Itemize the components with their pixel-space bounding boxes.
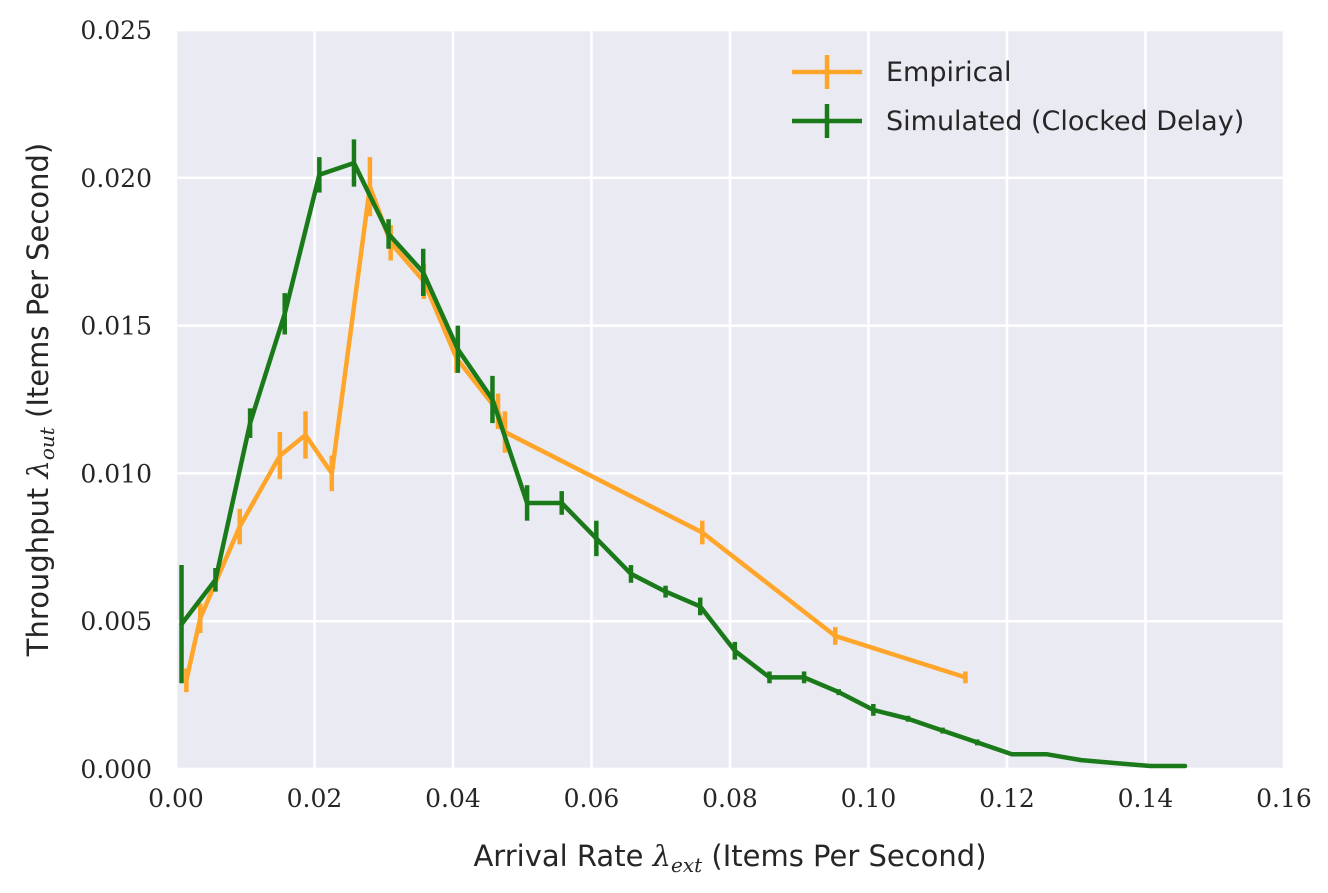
x-axis-label: Arrival Rate λext (Items Per Second) (473, 839, 986, 877)
x-tick-label: 0.12 (979, 784, 1035, 813)
x-axis-label-prefix: Arrival Rate (473, 839, 652, 873)
y-tick-label: 0.025 (80, 16, 152, 45)
x-axis-label-suffix: (Items Per Second) (702, 839, 986, 873)
x-axis-label-symbol: λ (652, 839, 671, 873)
y-tick-label: 0.010 (80, 459, 152, 488)
grid (174, 28, 1286, 771)
y-axis-label-subscript: out (35, 426, 59, 460)
x-tick-label: 0.02 (287, 784, 343, 813)
x-tick-label: 0.04 (425, 784, 481, 813)
y-tick-label: 0.020 (80, 164, 152, 193)
series-line (179, 160, 1188, 769)
y-tick-label: 0.000 (80, 755, 152, 784)
legend-item-simulated: Simulated (Clocked Delay) (792, 104, 1244, 138)
y-axis-label: Throughput λout (Items Per Second) (21, 143, 59, 657)
x-tick-label: 0.10 (841, 784, 897, 813)
tick-labels: 0.00 0.02 0.04 0.06 0.08 0.10 0.12 0.14 0.16 0.00… (80, 16, 1311, 813)
y-axis-label-symbol: λ (21, 460, 55, 479)
y-tick-label: 0.015 (80, 312, 152, 341)
legend-label-empirical: Empirical (886, 57, 1012, 88)
y-axis-label-suffix: (Items Per Second) (21, 143, 55, 427)
x-tick-label: 0.08 (702, 784, 758, 813)
legend-item-empirical: Empirical (792, 55, 1012, 89)
series-simulated (179, 139, 1188, 769)
x-tick-label: 0.16 (1256, 784, 1312, 813)
series-layer (179, 139, 1188, 769)
y-axis-label-prefix: Throughput (21, 479, 55, 658)
legend: Empirical Simulated (Clocked Delay) (792, 55, 1244, 138)
x-tick-label: 0.14 (1118, 784, 1174, 813)
legend-label-simulated: Simulated (Clocked Delay) (886, 106, 1244, 137)
x-axis-label-subscript: ext (671, 853, 703, 877)
x-tick-label: 0.06 (564, 784, 620, 813)
y-tick-label: 0.005 (80, 607, 152, 636)
x-tick-label: 0.00 (148, 784, 204, 813)
